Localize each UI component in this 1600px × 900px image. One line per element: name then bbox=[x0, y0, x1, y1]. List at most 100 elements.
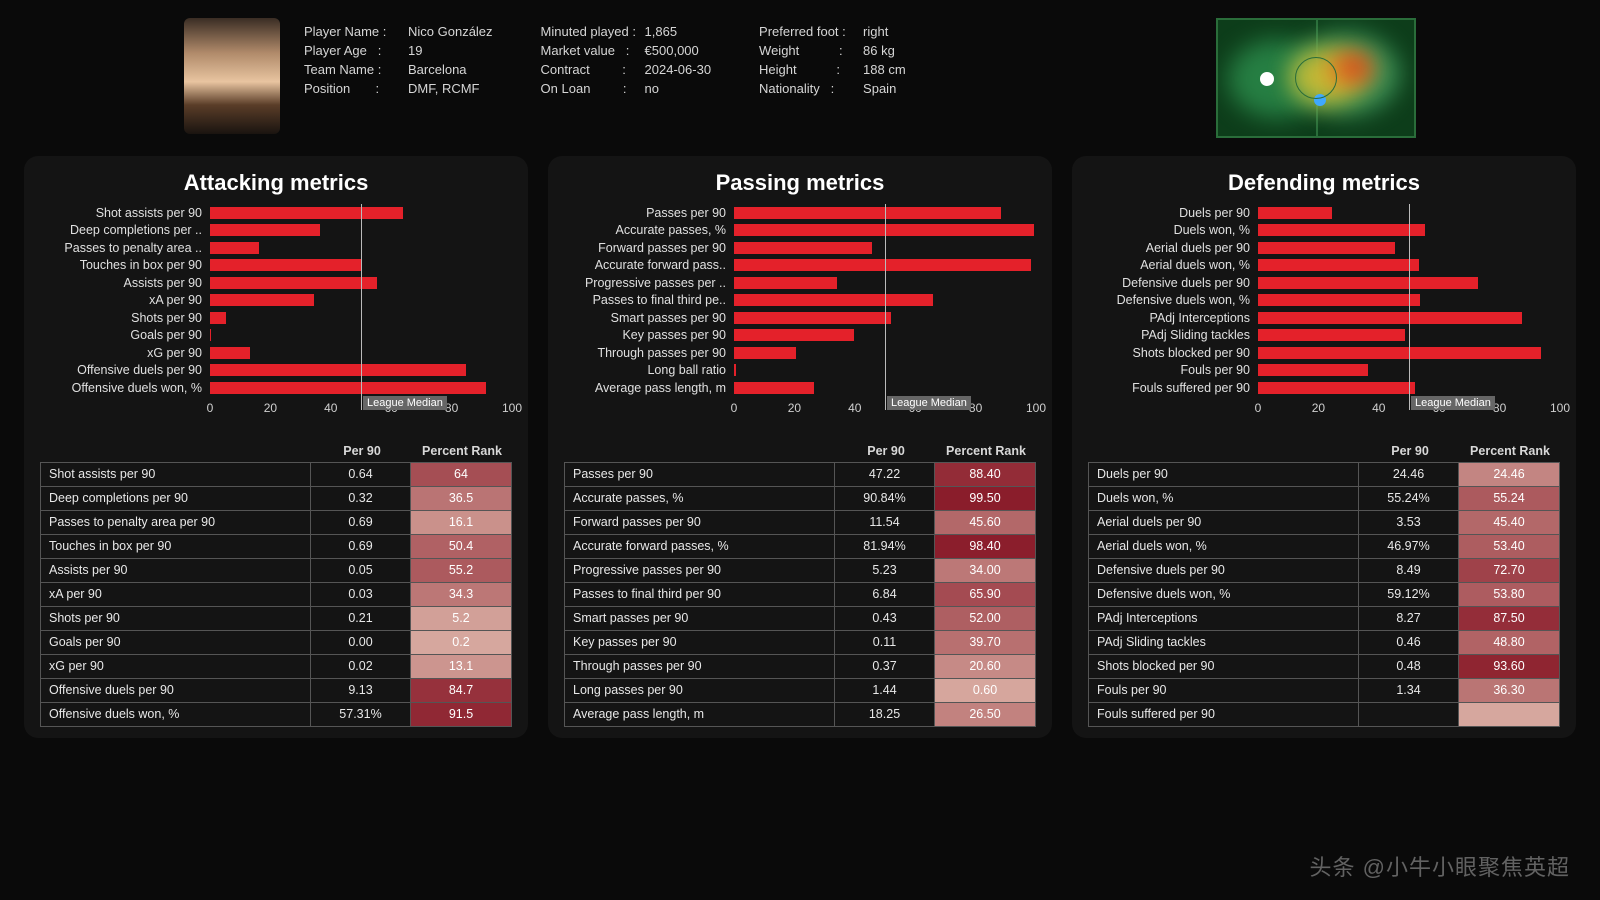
chart-row-label: Shot assists per 90 bbox=[40, 206, 210, 220]
table-header: Per 90Percent Rank bbox=[1088, 444, 1560, 458]
metric-name: PAdj Sliding tackles bbox=[1089, 631, 1359, 654]
metric-rank: 36.5 bbox=[411, 487, 511, 510]
metric-per90: 9.13 bbox=[311, 679, 411, 702]
table-row: Offensive duels per 909.1384.7 bbox=[40, 678, 512, 703]
metric-per90: 0.11 bbox=[835, 631, 935, 654]
metric-per90: 5.23 bbox=[835, 559, 935, 582]
metric-rank: 55.24 bbox=[1459, 487, 1559, 510]
table-header: Per 90Percent Rank bbox=[40, 444, 512, 458]
chart-row-label: Assists per 90 bbox=[40, 276, 210, 290]
chart-bar bbox=[734, 294, 933, 306]
chart-row-label: Progressive passes per .. bbox=[564, 276, 734, 290]
metric-rank: 48.80 bbox=[1459, 631, 1559, 654]
metric-per90: 0.03 bbox=[311, 583, 411, 606]
panel-title: Passing metrics bbox=[564, 170, 1036, 196]
table-row: Fouls suffered per 90 bbox=[1088, 702, 1560, 727]
metric-per90 bbox=[1359, 703, 1459, 726]
bar-chart: Duels per 90Duels won, %Aerial duels per… bbox=[1088, 204, 1560, 434]
table-row: Passes per 9047.2288.40 bbox=[564, 462, 1036, 487]
panel-title: Defending metrics bbox=[1088, 170, 1560, 196]
metric-name: Deep completions per 90 bbox=[41, 487, 311, 510]
axis-tick: 40 bbox=[848, 401, 861, 415]
table-row: Shots per 900.215.2 bbox=[40, 606, 512, 631]
metric-rank: 45.40 bbox=[1459, 511, 1559, 534]
metric-rank: 0.2 bbox=[411, 631, 511, 654]
table-row: Through passes per 900.3720.60 bbox=[564, 654, 1036, 679]
table-row: Offensive duels won, %57.31%91.5 bbox=[40, 702, 512, 727]
axis-tick: 40 bbox=[324, 401, 337, 415]
metric-per90: 0.48 bbox=[1359, 655, 1459, 678]
table-row: Accurate passes, %90.84%99.50 bbox=[564, 486, 1036, 511]
metric-per90: 0.43 bbox=[835, 607, 935, 630]
player-header: Player Name : Nico González Player Age :… bbox=[24, 14, 1576, 146]
metric-rank: 53.40 bbox=[1459, 535, 1559, 558]
metric-rank: 64 bbox=[411, 463, 511, 486]
chart-bar bbox=[734, 312, 891, 324]
metric-per90: 47.22 bbox=[835, 463, 935, 486]
metric-rank: 91.5 bbox=[411, 703, 511, 726]
metric-rank: 20.60 bbox=[935, 655, 1035, 678]
table-row: Forward passes per 9011.5445.60 bbox=[564, 510, 1036, 535]
chart-bar bbox=[210, 294, 314, 306]
metric-name: Accurate forward passes, % bbox=[565, 535, 835, 558]
metric-per90: 0.46 bbox=[1359, 631, 1459, 654]
chart-bar bbox=[1258, 347, 1541, 359]
metric-name: Aerial duels won, % bbox=[1089, 535, 1359, 558]
metric-rank: 24.46 bbox=[1459, 463, 1559, 486]
axis-tick: 100 bbox=[1026, 401, 1046, 415]
metric-name: xA per 90 bbox=[41, 583, 311, 606]
metric-name: Goals per 90 bbox=[41, 631, 311, 654]
metric-rank: 72.70 bbox=[1459, 559, 1559, 582]
table-row: Defensive duels per 908.4972.70 bbox=[1088, 558, 1560, 583]
metric-name: Defensive duels won, % bbox=[1089, 583, 1359, 606]
chart-bar bbox=[1258, 329, 1405, 341]
chart-bar bbox=[210, 382, 486, 394]
metric-per90: 0.69 bbox=[311, 511, 411, 534]
metric-rank: 50.4 bbox=[411, 535, 511, 558]
table-row: xG per 900.0213.1 bbox=[40, 654, 512, 679]
chart-bar bbox=[1258, 224, 1425, 236]
metric-rank: 45.60 bbox=[935, 511, 1035, 534]
metric-name: Touches in box per 90 bbox=[41, 535, 311, 558]
metric-rank: 52.00 bbox=[935, 607, 1035, 630]
metric-per90: 0.21 bbox=[311, 607, 411, 630]
chart-row-label: PAdj Interceptions bbox=[1088, 311, 1258, 325]
table-row: Smart passes per 900.4352.00 bbox=[564, 606, 1036, 631]
metric-name: Passes to final third per 90 bbox=[565, 583, 835, 606]
metric-name: Through passes per 90 bbox=[565, 655, 835, 678]
metric-name: Assists per 90 bbox=[41, 559, 311, 582]
metric-per90: 0.37 bbox=[835, 655, 935, 678]
table-row: PAdj Interceptions8.2787.50 bbox=[1088, 606, 1560, 631]
chart-row-label: Smart passes per 90 bbox=[564, 311, 734, 325]
chart-row-label: Duels won, % bbox=[1088, 223, 1258, 237]
metric-per90: 8.49 bbox=[1359, 559, 1459, 582]
metrics-panel: Attacking metricsShot assists per 90Deep… bbox=[24, 156, 528, 738]
table-row: Defensive duels won, %59.12%53.80 bbox=[1088, 582, 1560, 607]
metric-per90: 11.54 bbox=[835, 511, 935, 534]
axis-tick: 80 bbox=[969, 401, 982, 415]
metric-per90: 0.69 bbox=[311, 535, 411, 558]
table-row: Shots blocked per 900.4893.60 bbox=[1088, 654, 1560, 679]
metric-rank: 55.2 bbox=[411, 559, 511, 582]
metric-per90: 3.53 bbox=[1359, 511, 1459, 534]
chart-bar bbox=[210, 242, 259, 254]
metric-name: Average pass length, m bbox=[565, 703, 835, 726]
metric-name: Shots per 90 bbox=[41, 607, 311, 630]
chart-row-label: Fouls suffered per 90 bbox=[1088, 381, 1258, 395]
chart-bar bbox=[1258, 312, 1522, 324]
metric-rank: 36.30 bbox=[1459, 679, 1559, 702]
chart-bar bbox=[210, 277, 377, 289]
metric-name: Duels per 90 bbox=[1089, 463, 1359, 486]
metric-per90: 6.84 bbox=[835, 583, 935, 606]
table-row: Deep completions per 900.3236.5 bbox=[40, 486, 512, 511]
metric-name: Long passes per 90 bbox=[565, 679, 835, 702]
chart-bar bbox=[210, 364, 466, 376]
axis-tick: 40 bbox=[1372, 401, 1385, 415]
chart-bar bbox=[1258, 242, 1395, 254]
metric-per90: 24.46 bbox=[1359, 463, 1459, 486]
chart-bar bbox=[734, 347, 796, 359]
chart-bar bbox=[734, 277, 837, 289]
metric-name: Defensive duels per 90 bbox=[1089, 559, 1359, 582]
axis-tick: 80 bbox=[1493, 401, 1506, 415]
chart-bar bbox=[1258, 207, 1332, 219]
